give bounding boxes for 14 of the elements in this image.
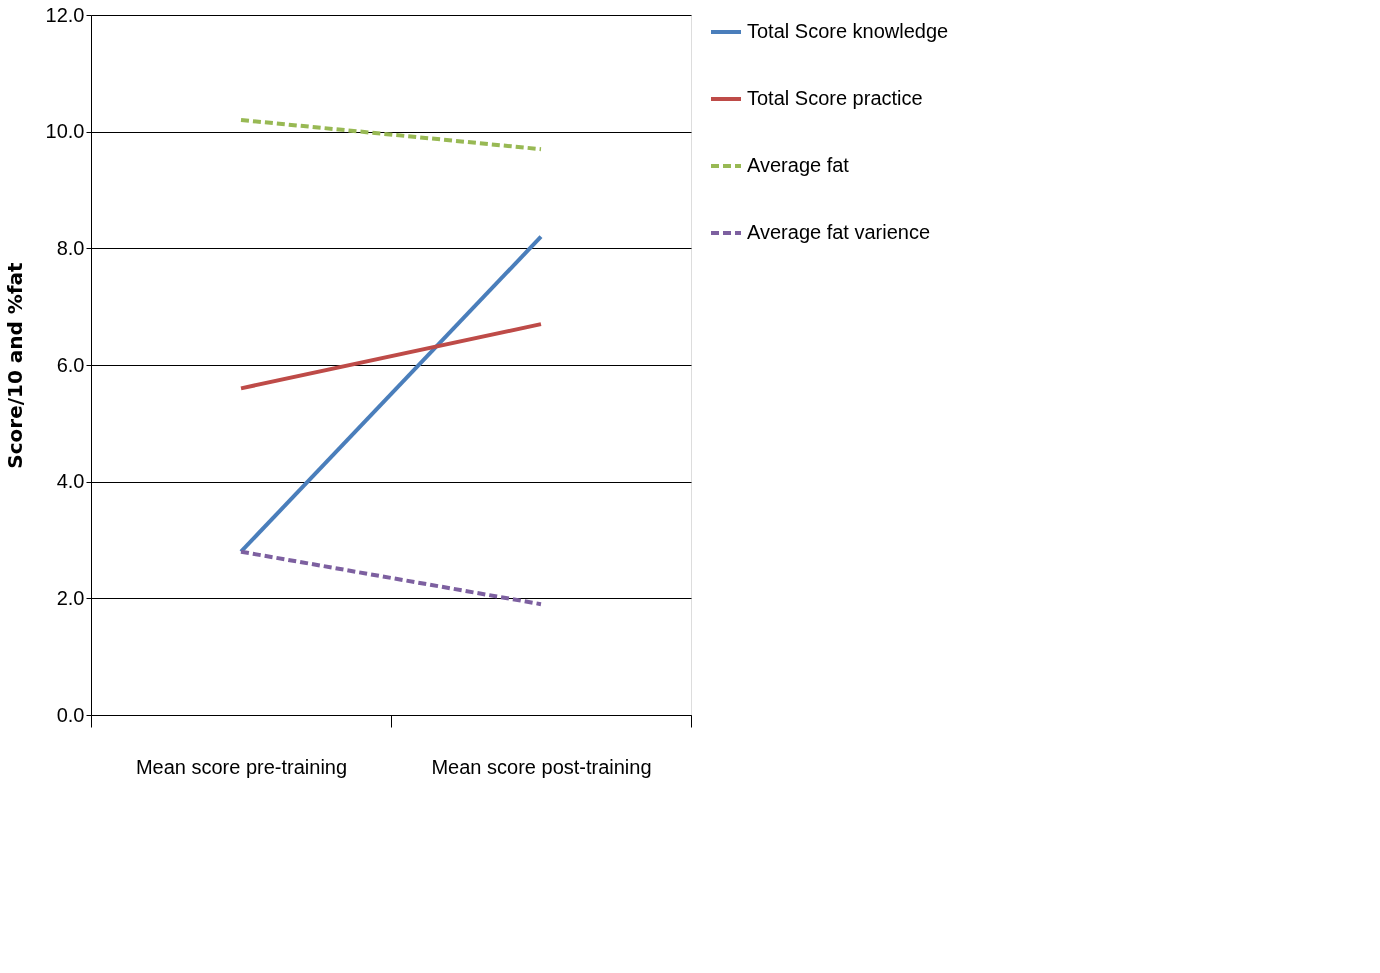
- legend-label: Total Score practice: [747, 87, 923, 109]
- y-axis-title: Score/10 and %fat: [2, 261, 27, 469]
- x-tick-label: Mean score pre-training: [135, 755, 348, 778]
- legend-label: Average fat varience: [747, 221, 931, 243]
- y-tick-label: 2.0: [56, 586, 85, 609]
- y-tick-label: 12.0: [45, 3, 85, 26]
- y-tick-label: 6.0: [56, 353, 85, 376]
- x-tick-label: Mean score post-training: [431, 755, 652, 778]
- legend-label: Total Score knowledge: [747, 20, 949, 42]
- y-tick-label: 4.0: [56, 470, 85, 493]
- y-tick-label: 10.0: [45, 120, 85, 143]
- y-tick-label: 0.0: [56, 703, 85, 726]
- y-tick-label: 8.0: [56, 236, 85, 259]
- legend-label: Average fat: [747, 154, 850, 176]
